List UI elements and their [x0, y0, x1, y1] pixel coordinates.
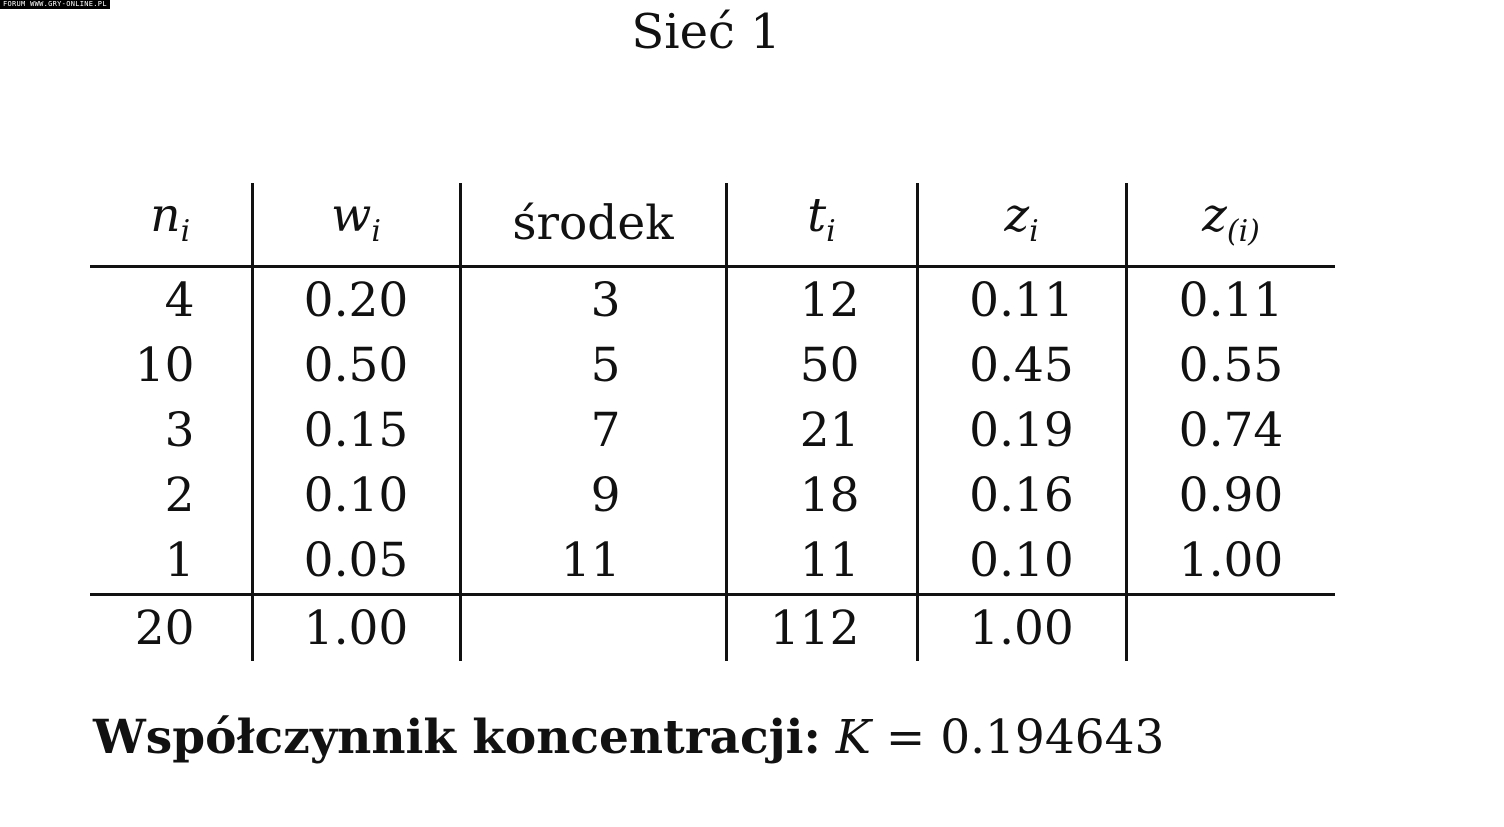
table-row: 10 0.50 5 50 0.45 0.55 [90, 333, 1335, 398]
cell-w: 0.05 [250, 528, 460, 595]
coefficient-value: 0.194643 [940, 710, 1165, 765]
cell-srodek: 11 [458, 528, 726, 595]
cell-z-sorted: 1.00 [1124, 528, 1335, 595]
cell-t: 21 [724, 398, 917, 463]
header-n-i: ni [150, 188, 191, 249]
cell-srodek: 5 [458, 333, 726, 398]
cell-z-sorted: 0.11 [1124, 266, 1335, 333]
concentration-table: ni wi środek ti zi z(i) 4 0.20 3 12 0.11… [90, 183, 1335, 661]
cell-srodek: 3 [458, 266, 726, 333]
table-totals-row: 20 1.00 112 1.00 [90, 594, 1335, 661]
cell-srodek: 9 [458, 463, 726, 528]
coefficient-label: Współczynnik koncentracji: [93, 710, 821, 765]
cell-z: 0.10 [915, 528, 1126, 595]
coefficient-variable: K [835, 710, 871, 765]
total-z-sorted [1124, 594, 1335, 661]
equals-sign: = [885, 710, 926, 765]
cell-t: 11 [724, 528, 917, 595]
watermark-text: FORUM WWW.GRY-ONLINE.PL [0, 0, 110, 9]
concentration-table-container: ni wi środek ti zi z(i) 4 0.20 3 12 0.11… [90, 183, 1335, 661]
table-row: 3 0.15 7 21 0.19 0.74 [90, 398, 1335, 463]
header-t-i: ti [724, 183, 917, 267]
cell-t: 12 [724, 266, 917, 333]
table-row: 1 0.05 11 11 0.10 1.00 [90, 528, 1335, 595]
header-w-i: wi [250, 183, 460, 267]
cell-n: 3 [164, 403, 195, 458]
cell-z-sorted: 0.90 [1124, 463, 1335, 528]
cell-z: 0.11 [915, 266, 1126, 333]
cell-t: 50 [724, 333, 917, 398]
page-title: Sieć 1 [631, 4, 781, 60]
cell-z: 0.45 [915, 333, 1126, 398]
cell-z-sorted: 0.55 [1124, 333, 1335, 398]
table-row: 2 0.10 9 18 0.16 0.90 [90, 463, 1335, 528]
cell-w: 0.15 [250, 398, 460, 463]
cell-t: 18 [724, 463, 917, 528]
cell-n: 10 [134, 338, 195, 393]
cell-w: 0.50 [250, 333, 460, 398]
total-srodek [458, 594, 726, 661]
total-t: 112 [724, 594, 917, 661]
cell-n: 4 [164, 273, 195, 328]
total-w: 1.00 [250, 594, 460, 661]
header-z-sorted: z(i) [1124, 183, 1335, 267]
total-z: 1.00 [915, 594, 1126, 661]
cell-w: 0.20 [250, 266, 460, 333]
header-z-i: zi [915, 183, 1126, 267]
cell-w: 0.10 [250, 463, 460, 528]
cell-n: 1 [164, 533, 195, 588]
table-header-row: ni wi środek ti zi z(i) [90, 183, 1335, 267]
cell-z: 0.19 [915, 398, 1126, 463]
cell-z-sorted: 0.74 [1124, 398, 1335, 463]
cell-n: 2 [164, 468, 195, 523]
concentration-coefficient-line: Współczynnik koncentracji: K = 0.194643 [93, 708, 1164, 768]
cell-srodek: 7 [458, 398, 726, 463]
cell-z: 0.16 [915, 463, 1126, 528]
header-srodek: środek [458, 183, 726, 267]
table-row: 4 0.20 3 12 0.11 0.11 [90, 266, 1335, 333]
total-n: 20 [134, 601, 195, 656]
